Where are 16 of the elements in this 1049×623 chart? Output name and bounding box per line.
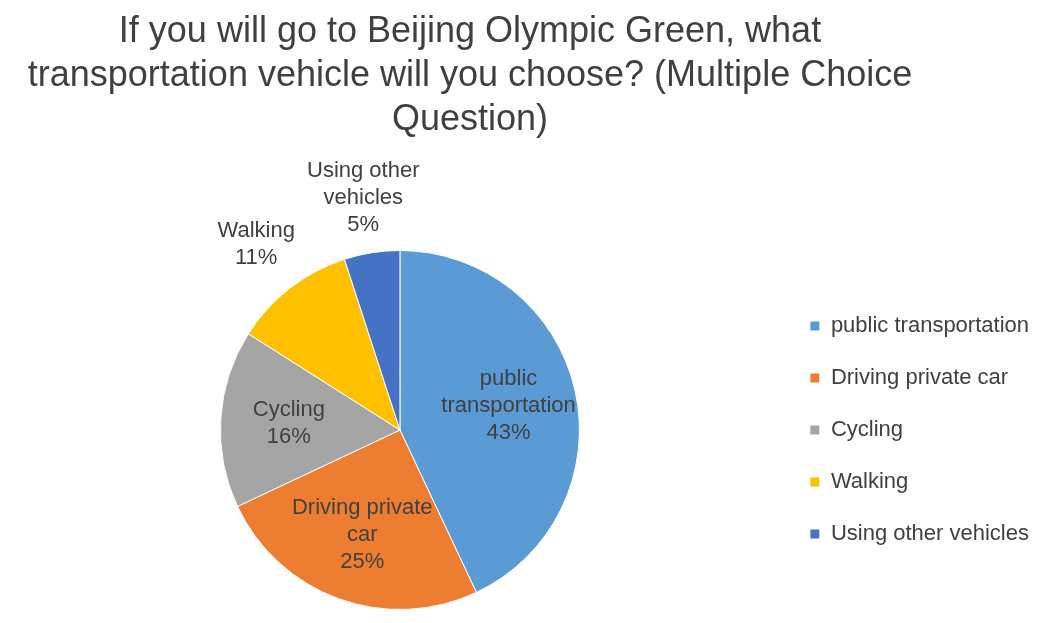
legend-label: Using other vehicles (830, 520, 1029, 546)
slice-label: Using other vehicles (307, 157, 420, 210)
slice-label: public transportation (441, 364, 576, 417)
data-label: 16% (266, 422, 311, 448)
data-label: 11% (235, 244, 278, 270)
legend-label: Walking (830, 468, 909, 494)
legend-label: Driving private car (830, 364, 1009, 390)
chart-title: If you will go to Beijing Olympic Green, what transportation vehicle will you choose? (Multiple Choice Question) (26, 8, 914, 140)
legend-label: Cycling (830, 416, 904, 442)
slice-label: Cycling (252, 395, 325, 421)
data-label: 25% (340, 547, 385, 573)
data-label: 43% (486, 418, 531, 444)
slice-label: Driving private car (291, 493, 433, 546)
data-label: 5% (347, 211, 380, 237)
slice-label: Walking (217, 217, 295, 243)
legend-label: public transportation (830, 312, 1030, 338)
